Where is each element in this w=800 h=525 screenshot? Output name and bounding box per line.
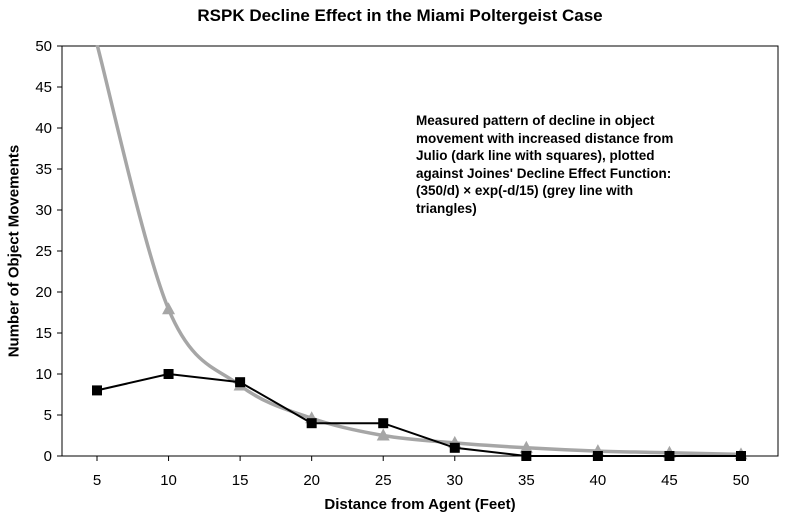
- data-point-square: [664, 451, 675, 461]
- x-tick-label: 45: [661, 472, 678, 489]
- series-layer: [92, 45, 748, 461]
- x-tick-label: 40: [590, 472, 607, 489]
- data-point-square: [235, 377, 246, 388]
- y-tick-label: 50: [35, 38, 52, 55]
- y-tick-label: 30: [35, 202, 52, 219]
- x-tick-label: 20: [303, 472, 320, 489]
- x-tick-label: 10: [160, 472, 177, 489]
- x-axis-label: Distance from Agent (Feet): [324, 496, 516, 513]
- plot-area: [61, 45, 779, 457]
- data-point-triangle: [519, 440, 533, 453]
- x-tick-label: 15: [232, 472, 249, 489]
- y-tick-label: 10: [35, 366, 52, 383]
- data-point-square: [378, 418, 389, 429]
- chart-title: RSPK Decline Effect in the Miami Polterg…: [197, 6, 603, 25]
- y-tick-label: 15: [35, 325, 52, 342]
- x-tick-label: 25: [375, 472, 392, 489]
- series-line-measured: [96, 372, 741, 457]
- y-tick-label: 35: [35, 161, 52, 178]
- data-point-square: [163, 369, 174, 379]
- x-tick-label: 5: [93, 472, 101, 489]
- x-tick-label: 30: [446, 472, 463, 489]
- y-tick-label: 0: [44, 448, 52, 465]
- data-point-square: [306, 418, 317, 429]
- data-point-square: [521, 451, 532, 461]
- annotation-text: Measured pattern of decline in object mo…: [416, 113, 674, 216]
- data-point-triangle: [162, 302, 176, 315]
- y-tick-label: 25: [35, 243, 52, 260]
- y-tick-label: 45: [35, 79, 52, 96]
- data-point-square: [449, 442, 460, 453]
- y-tick-label: 20: [35, 284, 52, 301]
- y-tick-label: 5: [44, 407, 52, 424]
- y-tick-label: 40: [35, 120, 52, 137]
- x-tick-label: 35: [518, 472, 535, 489]
- x-tick-label: 50: [733, 472, 750, 489]
- axis-ticks: 0 5 10 15 20 25 30 35 40 45 50 5 10 15 20 25 30 35 40 45 50: [35, 38, 749, 489]
- data-point-square: [592, 451, 603, 461]
- data-point-square: [92, 385, 102, 396]
- data-point-triangle: [376, 428, 390, 441]
- data-point-square: [736, 451, 746, 461]
